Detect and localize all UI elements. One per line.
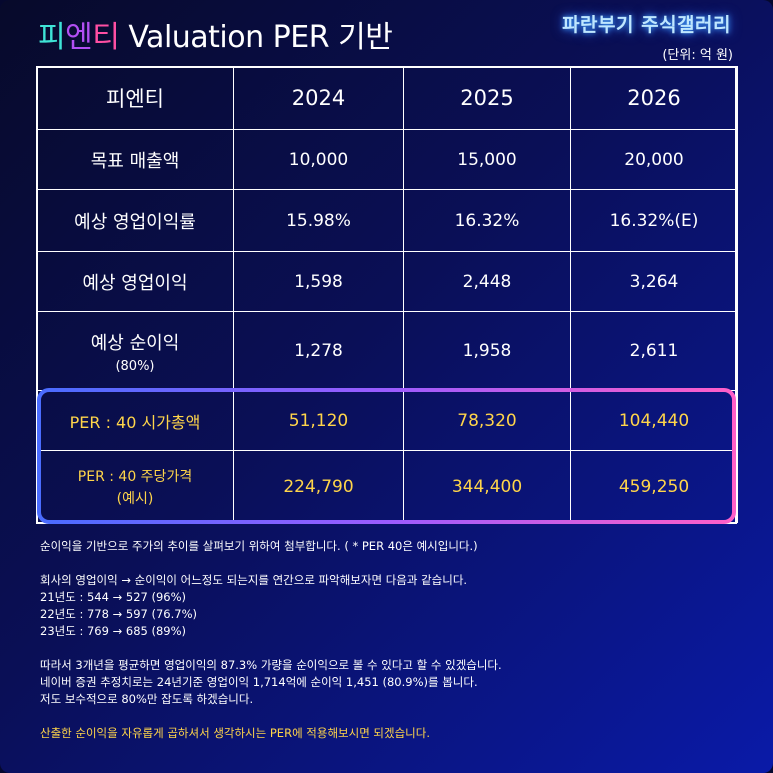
table-row: 목표 매출액 10,000 15,000 20,000 bbox=[36, 129, 738, 190]
note-line: 따라서 3개년을 평균하면 영업이익의 87.3% 가량을 순이익으로 볼 수 … bbox=[40, 658, 502, 672]
valuation-table: 피엔티 2024 2025 2026 목표 매출액 10,000 15,000 … bbox=[36, 66, 738, 523]
note-line: 네이버 증권 추정치로는 24년기준 영업이익 1,714억에 순이익 1,45… bbox=[40, 675, 478, 689]
table-row: 예상 순이익 (80%) 1,278 1,958 2,611 bbox=[36, 311, 738, 391]
note-line: 23년도 : 769 → 685 (89%) bbox=[40, 624, 187, 638]
table-cell: 1,598 bbox=[233, 251, 404, 312]
row-label: 예상 영업이익률 bbox=[36, 189, 234, 252]
title-part-1: 피 bbox=[38, 20, 66, 55]
title-rest: Valuation PER 기반 bbox=[119, 20, 393, 55]
row-label: 목표 매출액 bbox=[36, 129, 234, 190]
note-line: 22년도 : 778 → 597 (76.7%) bbox=[40, 607, 197, 621]
table-cell: 2,448 bbox=[403, 251, 571, 312]
highlight-frame bbox=[37, 388, 736, 524]
table-cell: 104,440 bbox=[570, 390, 738, 451]
row-label: PER : 40 주당가격 (예시) bbox=[36, 450, 234, 523]
table-cell: 15.98% bbox=[233, 189, 404, 252]
table-cell: 3,264 bbox=[570, 251, 738, 312]
title-part-3: 티 bbox=[92, 20, 120, 55]
note-spacer bbox=[40, 555, 740, 572]
row-label-sub: (80%) bbox=[115, 358, 155, 374]
table-cell: 16.32%(E) bbox=[570, 189, 738, 252]
header-cell: 2026 bbox=[570, 66, 738, 130]
row-label: 예상 순이익 (80%) bbox=[36, 311, 234, 391]
row-label-text: 예상 순이익 bbox=[90, 332, 180, 354]
table-cell: 51,120 bbox=[233, 390, 404, 451]
notes-block: 순이익을 기반으로 주가의 추이를 살펴보기 위하여 첨부합니다. ( * PE… bbox=[40, 538, 740, 742]
table-cell: 1,958 bbox=[403, 311, 571, 391]
header-cell: 2025 bbox=[403, 66, 571, 130]
brand-label: 파란부기 주식갤러리 bbox=[562, 14, 731, 36]
table-cell: 1,278 bbox=[233, 311, 404, 391]
note-spacer bbox=[40, 640, 740, 657]
table-cell: 459,250 bbox=[570, 450, 738, 523]
table-cell: 16.32% bbox=[403, 189, 571, 252]
table-cell: 20,000 bbox=[570, 129, 738, 190]
title-part-2: 엔 bbox=[65, 20, 93, 55]
note-line: 21년도 : 544 → 527 (96%) bbox=[40, 590, 187, 604]
note-line: 저도 보수적으로 80%만 잡도록 하겠습니다. bbox=[40, 692, 254, 706]
row-label: 예상 영업이익 bbox=[36, 251, 234, 312]
note-spacer bbox=[40, 708, 740, 725]
table-cell: 2,611 bbox=[570, 311, 738, 391]
note-highlight: 산출한 순이익을 자유롭게 곱하셔서 생각하시는 PER에 적용해보시면 되겠습… bbox=[40, 726, 430, 740]
highlight-row: PER : 40 주당가격 (예시) 224,790 344,400 459,2… bbox=[36, 450, 738, 523]
table-row: 예상 영업이익률 15.98% 16.32% 16.32%(E) bbox=[36, 189, 738, 252]
table-cell: 224,790 bbox=[233, 450, 404, 523]
note-line: 순이익을 기반으로 주가의 추이를 살펴보기 위하여 첨부합니다. ( * PE… bbox=[40, 539, 478, 553]
header-cell: 피엔티 bbox=[36, 66, 234, 130]
table-row: 예상 영업이익 1,598 2,448 3,264 bbox=[36, 251, 738, 312]
row-label-text: PER : 40 주당가격 bbox=[77, 468, 193, 485]
row-label: PER : 40 시가총액 bbox=[36, 390, 234, 451]
note-line: 회사의 영업이익 → 순이익이 어느정도 되는지를 연간으로 파악해보자면 다음… bbox=[40, 573, 468, 587]
page-title: 피엔티 Valuation PER 기반 bbox=[38, 18, 393, 58]
unit-label: (단위: 억 원) bbox=[662, 48, 733, 63]
row-label-sub: (예시) bbox=[116, 490, 154, 507]
